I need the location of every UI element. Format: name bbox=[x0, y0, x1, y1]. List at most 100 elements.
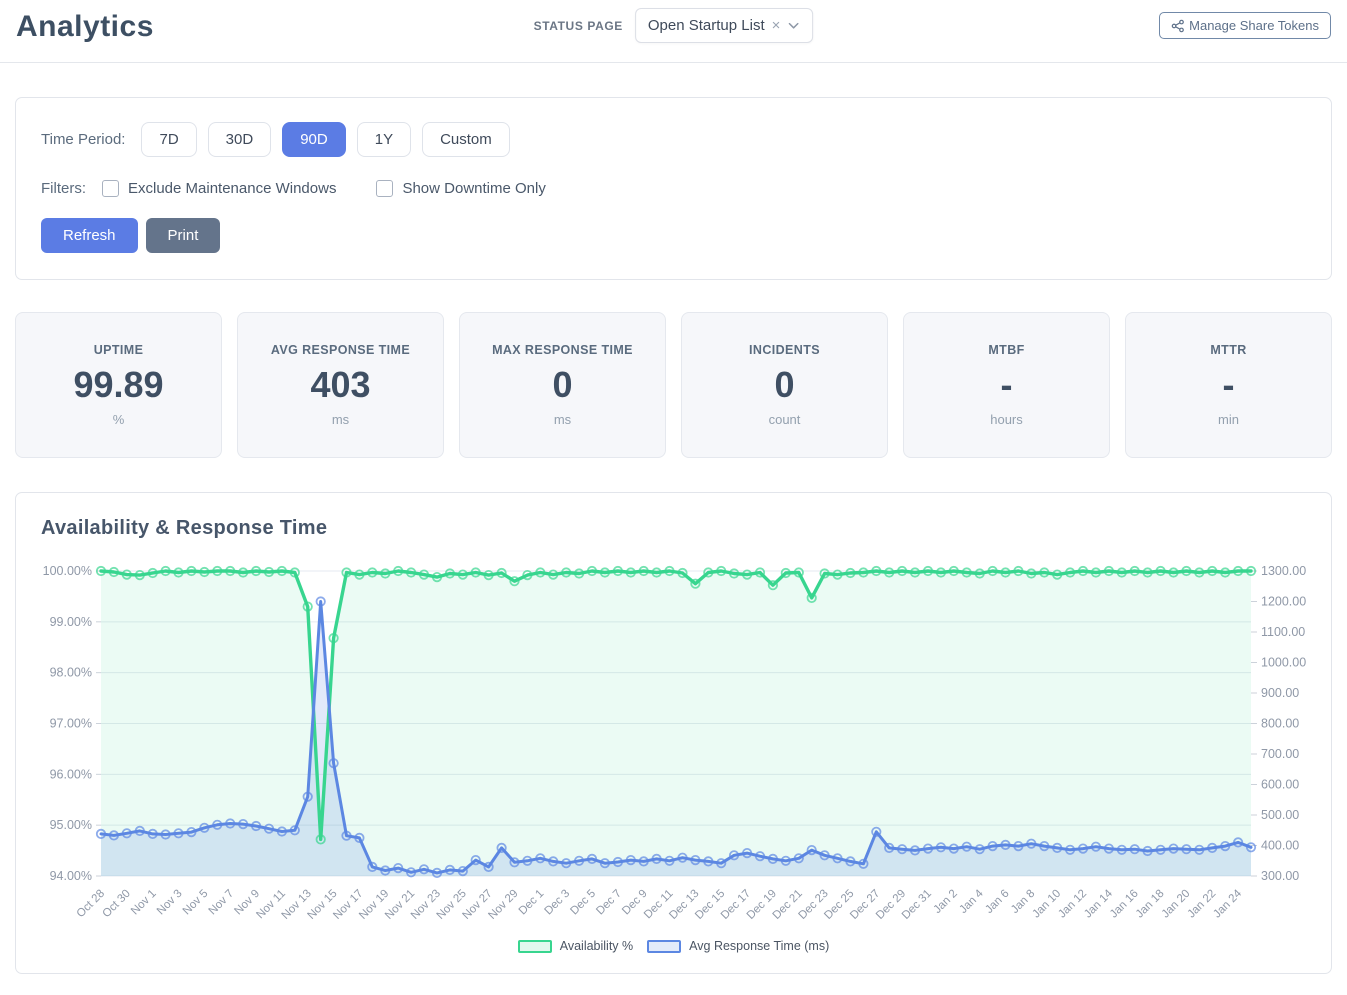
stat-card-avg-response: AVG RESPONSE TIME 403 ms bbox=[237, 312, 444, 458]
svg-text:Nov 7: Nov 7 bbox=[207, 888, 237, 918]
exclude-maintenance-checkbox-item[interactable]: Exclude Maintenance Windows bbox=[102, 180, 336, 197]
stat-value: 0 bbox=[552, 364, 573, 405]
time-period-buttons: 7D 30D 90D 1Y Custom bbox=[141, 122, 520, 157]
svg-text:Oct 28: Oct 28 bbox=[75, 888, 107, 920]
svg-text:Jan 2: Jan 2 bbox=[932, 888, 960, 916]
stat-card-incidents: INCIDENTS 0 count bbox=[681, 312, 888, 458]
svg-text:300.00: 300.00 bbox=[1261, 869, 1299, 883]
svg-text:95.00%: 95.00% bbox=[50, 818, 92, 832]
svg-text:500.00: 500.00 bbox=[1261, 808, 1299, 822]
svg-text:99.00%: 99.00% bbox=[50, 615, 92, 629]
svg-text:100.00%: 100.00% bbox=[43, 564, 92, 578]
stat-value: 99.89 bbox=[73, 364, 164, 405]
stat-label: UPTIME bbox=[93, 343, 144, 357]
svg-text:94.00%: 94.00% bbox=[50, 869, 92, 883]
stat-label: INCIDENTS bbox=[749, 343, 820, 357]
response-time-legend-swatch bbox=[647, 939, 682, 953]
stat-unit: ms bbox=[553, 412, 572, 427]
stat-unit: % bbox=[112, 412, 125, 427]
svg-text:600.00: 600.00 bbox=[1261, 778, 1299, 792]
svg-text:700.00: 700.00 bbox=[1261, 747, 1299, 761]
share-icon bbox=[1171, 19, 1185, 33]
time-period-button-7d[interactable]: 7D bbox=[141, 122, 197, 157]
response-time-legend-label: Avg Response Time (ms) bbox=[689, 939, 830, 953]
svg-text:Dec 1: Dec 1 bbox=[517, 888, 547, 918]
svg-text:Jan 18: Jan 18 bbox=[1134, 888, 1167, 921]
stat-unit: hours bbox=[990, 412, 1023, 427]
stats-row: UPTIME 99.89 % AVG RESPONSE TIME 403 ms … bbox=[15, 312, 1332, 458]
show-downtime-label: Show Downtime Only bbox=[402, 180, 546, 197]
svg-text:Jan 10: Jan 10 bbox=[1030, 888, 1063, 921]
svg-text:Dec 7: Dec 7 bbox=[594, 888, 624, 918]
legend-item-availability[interactable]: Availability % bbox=[517, 939, 634, 953]
print-button[interactable]: Print bbox=[145, 218, 221, 253]
status-page-dropdown[interactable]: Open Startup List × bbox=[634, 8, 814, 43]
svg-text:Nov 5: Nov 5 bbox=[181, 888, 211, 918]
time-period-label: Time Period: bbox=[41, 131, 126, 148]
stat-value: - bbox=[1222, 364, 1235, 405]
svg-text:1300.00: 1300.00 bbox=[1261, 564, 1306, 578]
refresh-button[interactable]: Refresh bbox=[41, 218, 138, 253]
svg-text:900.00: 900.00 bbox=[1261, 686, 1299, 700]
manage-share-tokens-button[interactable]: Manage Share Tokens bbox=[1159, 12, 1331, 39]
stat-value: 0 bbox=[774, 364, 795, 405]
svg-text:98.00%: 98.00% bbox=[50, 666, 92, 680]
svg-text:Jan 6: Jan 6 bbox=[983, 888, 1011, 916]
legend-item-response-time[interactable]: Avg Response Time (ms) bbox=[647, 939, 829, 953]
svg-text:400.00: 400.00 bbox=[1261, 839, 1299, 853]
chart-legend: Availability % Avg Response Time (ms) bbox=[41, 939, 1306, 953]
header: Analytics STATUS PAGE Open Startup List … bbox=[0, 0, 1347, 63]
stat-value: - bbox=[1000, 364, 1013, 405]
time-period-button-90d[interactable]: 90D bbox=[282, 122, 346, 157]
stat-unit: ms bbox=[331, 412, 350, 427]
status-page-dropdown-value: Open Startup List bbox=[647, 17, 765, 34]
show-downtime-checkbox-item[interactable]: Show Downtime Only bbox=[376, 180, 546, 197]
svg-text:1000.00: 1000.00 bbox=[1261, 656, 1306, 670]
svg-text:97.00%: 97.00% bbox=[50, 717, 92, 731]
stat-label: MAX RESPONSE TIME bbox=[492, 343, 633, 357]
chevron-down-icon[interactable] bbox=[787, 19, 800, 32]
svg-text:Oct 30: Oct 30 bbox=[101, 888, 133, 920]
actions-row: Refresh Print bbox=[41, 218, 1306, 253]
time-period-button-custom[interactable]: Custom bbox=[422, 122, 510, 157]
svg-text:1100.00: 1100.00 bbox=[1261, 625, 1305, 639]
filters-label: Filters: bbox=[41, 180, 86, 197]
availability-response-chart: 100.00% 99.00% 98.00% 97.00% 96.00% 95.00% 94.… bbox=[43, 564, 1307, 922]
svg-text:Jan 24: Jan 24 bbox=[1211, 887, 1244, 920]
chart-panel: Availability & Response Time 100.00% 99.0… bbox=[15, 492, 1332, 974]
time-period-button-1y[interactable]: 1Y bbox=[356, 122, 412, 157]
show-downtime-checkbox[interactable] bbox=[376, 180, 394, 197]
svg-text:Dec 31: Dec 31 bbox=[900, 888, 934, 922]
time-period-row: Time Period: 7D 30D 90D 1Y Custom bbox=[41, 122, 1306, 157]
stat-unit: count bbox=[768, 412, 801, 427]
svg-text:Jan 4: Jan 4 bbox=[957, 887, 986, 916]
stat-card-mtbf: MTBF - hours bbox=[903, 312, 1110, 458]
svg-text:Dec 3: Dec 3 bbox=[543, 888, 573, 918]
svg-text:Nov 1: Nov 1 bbox=[129, 888, 159, 918]
status-page-selector-group: STATUS PAGE Open Startup List × bbox=[534, 8, 814, 43]
svg-text:800.00: 800.00 bbox=[1261, 717, 1299, 731]
filters-row: Filters: Exclude Maintenance Windows Sho… bbox=[41, 180, 1306, 197]
stat-label: AVG RESPONSE TIME bbox=[270, 343, 411, 357]
svg-text:Jan 22: Jan 22 bbox=[1185, 888, 1218, 921]
svg-text:1200.00: 1200.00 bbox=[1261, 595, 1306, 609]
stat-label: MTTR bbox=[1210, 343, 1247, 357]
svg-text:96.00%: 96.00% bbox=[50, 767, 92, 781]
time-period-button-30d[interactable]: 30D bbox=[207, 122, 272, 157]
availability-legend-swatch bbox=[517, 939, 552, 953]
availability-legend-label: Availability % bbox=[559, 939, 634, 953]
stat-label: MTBF bbox=[988, 343, 1025, 357]
filters-panel: Time Period: 7D 30D 90D 1Y Custom Filters: E… bbox=[15, 97, 1332, 280]
svg-text:Jan 20: Jan 20 bbox=[1160, 888, 1193, 921]
svg-text:Jan 12: Jan 12 bbox=[1056, 888, 1089, 921]
stat-card-max-response: MAX RESPONSE TIME 0 ms bbox=[459, 312, 666, 458]
status-page-label: STATUS PAGE bbox=[533, 18, 623, 33]
exclude-maintenance-checkbox[interactable] bbox=[102, 180, 119, 197]
svg-text:Dec 5: Dec 5 bbox=[568, 888, 598, 918]
stat-unit: min bbox=[1218, 412, 1239, 427]
clear-icon[interactable]: × bbox=[771, 17, 781, 34]
svg-text:Jan 16: Jan 16 bbox=[1108, 888, 1141, 921]
manage-share-tokens-label: Manage Share Tokens bbox=[1189, 18, 1319, 33]
chart-title: Availability & Response Time bbox=[41, 517, 328, 539]
exclude-maintenance-label: Exclude Maintenance Windows bbox=[128, 180, 337, 197]
